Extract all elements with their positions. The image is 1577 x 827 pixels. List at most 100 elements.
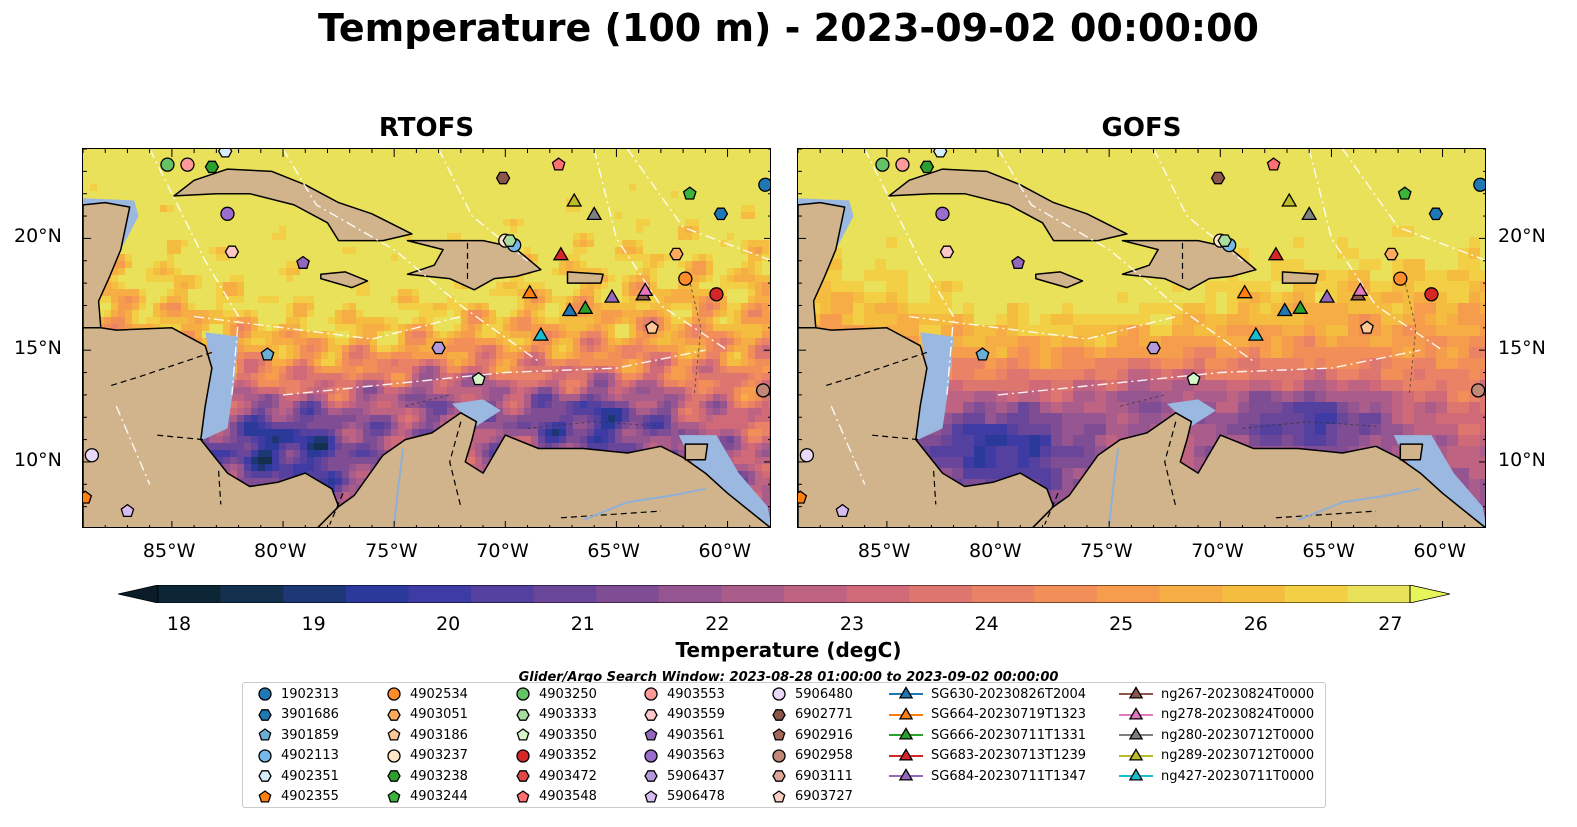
lon-tick-label: 80°W — [254, 540, 307, 562]
legend-marker-icon — [889, 706, 923, 720]
legend-marker — [898, 686, 914, 699]
argo-marker — [551, 157, 566, 171]
glider-marker — [1301, 206, 1318, 221]
legend-item: 6902958 — [771, 746, 853, 766]
argo-marker — [1397, 186, 1412, 200]
legend-marker-icon — [644, 770, 658, 782]
colorbar-tick-label: 19 — [301, 613, 326, 635]
legend-marker-icon — [258, 748, 272, 763]
argo-marker — [1473, 177, 1485, 192]
legend-item: SG664-20230719T1323 — [889, 705, 1086, 725]
lat-tick-label-right: 15°N — [1498, 337, 1546, 360]
legend-item-label: 4903333 — [539, 707, 597, 722]
markers — [798, 149, 1485, 518]
legend-marker-icon — [258, 789, 272, 803]
legend-item: 6903111 — [771, 766, 853, 786]
colorbar — [118, 585, 1450, 603]
legend-marker-icon — [772, 789, 786, 803]
legend-item: 4903237 — [386, 746, 468, 766]
legend-item-label: 4903559 — [667, 707, 725, 722]
legend-marker — [644, 708, 658, 721]
legend-item-label: ng427-20230711T0000 — [1161, 768, 1315, 784]
legend-item-label: SG664-20230719T1323 — [931, 707, 1087, 722]
colorbar-tick-label: 22 — [705, 613, 730, 635]
glider-marker — [1267, 246, 1284, 261]
legend-item-label: SG683-20230713T1239 — [931, 748, 1087, 763]
argo-marker — [180, 157, 195, 172]
colorbar-min-extend — [118, 585, 159, 603]
argo-marker — [1384, 247, 1399, 261]
legend-marker — [898, 727, 914, 740]
legend-marker-icon — [889, 747, 923, 761]
legend-item-label: 1902313 — [281, 686, 339, 702]
legend-item: 4903553 — [643, 684, 725, 704]
argo-marker — [875, 157, 890, 172]
legend-item-label: 4903250 — [539, 686, 597, 702]
argo-marker — [682, 186, 697, 200]
legend-marker — [1128, 706, 1144, 720]
colorbar-segment — [1284, 585, 1348, 603]
argo-marker — [1360, 320, 1374, 334]
legend-marker-icon — [1119, 686, 1153, 699]
legend-marker — [644, 789, 658, 803]
legend-marker — [387, 687, 401, 701]
legend-marker — [772, 770, 786, 782]
lat-tick-label-left: 20°N — [14, 225, 62, 248]
argo-marker — [217, 149, 233, 158]
legend-item-label: 6903111 — [795, 768, 853, 784]
colorbar-segment — [784, 585, 848, 603]
legend: 1902313 3901686 3901859 4902113 4902351 49023… — [242, 682, 1326, 808]
legend-marker-icon — [772, 687, 786, 701]
legend-marker — [516, 789, 530, 803]
glider-marker — [566, 192, 583, 207]
argo-marker — [709, 287, 724, 302]
glider-marker — [1281, 192, 1298, 207]
legend-item-label: 4903472 — [539, 768, 597, 784]
legend-item: 6902916 — [771, 725, 853, 745]
colorbar-segment — [1347, 585, 1411, 603]
argo-marker — [495, 171, 511, 185]
map-gofs — [797, 148, 1486, 528]
argo-marker — [84, 448, 100, 463]
lat-tick-label-left: 15°N — [14, 337, 62, 360]
legend-item: 4902355 — [257, 787, 339, 807]
legend-item: 4903563 — [643, 746, 725, 766]
glider-marker — [637, 282, 654, 297]
lon-tick-label: 60°W — [698, 540, 752, 562]
legend-marker — [644, 770, 658, 782]
legend-marker-icon — [644, 708, 658, 721]
legend-marker — [258, 687, 272, 701]
argo-marker — [975, 347, 990, 361]
argo-marker — [678, 271, 693, 286]
legend-marker — [898, 768, 914, 781]
argo-marker — [835, 503, 850, 518]
argo-marker — [431, 341, 446, 355]
legend-item: 4903561 — [643, 725, 725, 745]
legend-item-label: SG666-20230711T1331 — [931, 727, 1087, 743]
legend-item-label: 4903563 — [667, 748, 725, 763]
legend-marker-icon — [644, 789, 658, 803]
legend-marker-icon — [1119, 747, 1153, 761]
argo-marker — [120, 503, 135, 518]
legend-marker-icon — [1119, 768, 1153, 781]
legend-item: ng289-20230712T0000 — [1119, 746, 1314, 766]
colorbar-segment — [658, 585, 722, 603]
argo-marker — [471, 371, 486, 386]
colorbar-tick-label: 20 — [436, 613, 461, 635]
lon-tick-label: 85°W — [142, 540, 196, 562]
legend-marker — [258, 728, 272, 741]
colorbar-segment — [533, 585, 597, 603]
colorbar-segment — [909, 585, 973, 603]
lon-tick-label: 65°W — [587, 540, 640, 562]
legend-item: 4903186 — [386, 725, 468, 745]
colorbar-segment — [283, 585, 347, 603]
argo-marker — [296, 255, 310, 269]
glider-marker — [586, 206, 603, 221]
legend-item-label: 6902958 — [795, 748, 853, 763]
lon-tick-label: 85°W — [857, 540, 911, 562]
legend-marker — [772, 789, 786, 803]
lon-tick-label: 70°W — [1191, 540, 1244, 562]
legend-marker — [772, 748, 786, 763]
legend-marker — [258, 770, 272, 782]
glider-marker — [521, 284, 538, 299]
